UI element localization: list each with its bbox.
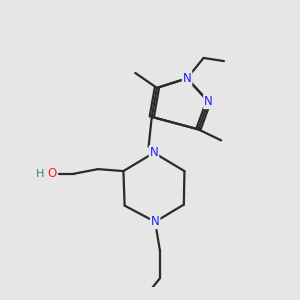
Text: N: N [150,146,158,159]
Text: H: H [36,169,44,179]
Text: N: N [151,215,160,228]
Text: O: O [47,167,57,180]
Text: N: N [183,72,191,85]
Text: N: N [204,95,213,108]
